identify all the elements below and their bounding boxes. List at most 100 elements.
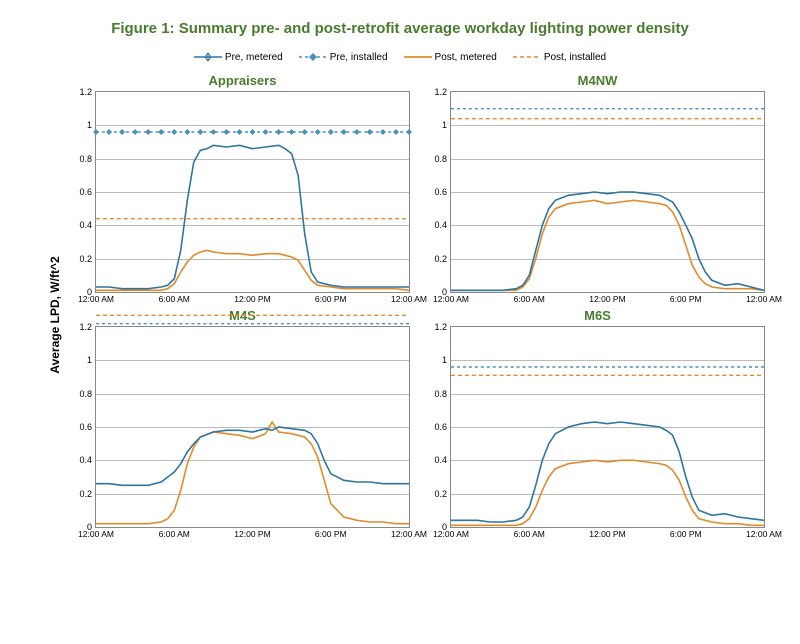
y-tick-label: 1 — [87, 355, 92, 365]
legend-label: Pre, metered — [225, 52, 283, 63]
x-tick-label: 12:00 AM — [78, 529, 114, 539]
pre-installed-marker — [197, 129, 203, 135]
y-ticks: 00.20.40.60.811.2 — [66, 327, 94, 527]
post-metered-line — [96, 422, 409, 524]
y-tick-label: 0.4 — [79, 220, 92, 230]
x-tick-label: 6:00 AM — [514, 294, 545, 304]
pre-installed-marker — [210, 129, 216, 135]
post-metered-line — [96, 250, 409, 290]
pre-metered-line — [451, 192, 764, 290]
pre-installed-marker — [184, 129, 190, 135]
pre-installed-marker — [119, 129, 125, 135]
pre-installed-marker — [380, 129, 386, 135]
x-ticks: 12:00 AM6:00 AM12:00 PM6:00 PM12:00 AM — [451, 529, 764, 541]
legend-swatch — [299, 52, 327, 62]
x-tick-label: 6:00 AM — [159, 294, 190, 304]
pre-installed-marker — [276, 129, 282, 135]
y-ticks: 00.20.40.60.811.2 — [421, 327, 449, 527]
x-ticks: 12:00 AM6:00 AM12:00 PM6:00 PM12:00 AM — [96, 294, 409, 306]
chart-panel: Appraisers 00.20.40.60.811.212:00 AM6:00 … — [65, 73, 420, 293]
plot-area: 00.20.40.60.811.212:00 AM6:00 AM12:00 PM… — [450, 91, 765, 293]
y-tick-label: 1.2 — [434, 87, 447, 97]
y-tick-label: 1 — [442, 355, 447, 365]
y-ticks: 00.20.40.60.811.2 — [421, 92, 449, 292]
post-metered-line — [451, 200, 764, 290]
y-tick-label: 0.2 — [434, 489, 447, 499]
y-tick-label: 1 — [442, 120, 447, 130]
y-tick-label: 0.8 — [79, 154, 92, 164]
x-tick-label: 12:00 PM — [234, 294, 270, 304]
chart-panel: M4NW 00.20.40.60.811.212:00 AM6:00 AM12:0… — [420, 73, 775, 293]
x-tick-label: 12:00 AM — [391, 294, 427, 304]
y-tick-label: 1.2 — [434, 322, 447, 332]
plot-svg — [96, 92, 409, 292]
pre-installed-marker — [302, 129, 308, 135]
y-tick-label: 1.2 — [79, 322, 92, 332]
x-tick-label: 12:00 AM — [746, 294, 782, 304]
y-tick-label: 0.8 — [79, 389, 92, 399]
y-tick-label: 0.4 — [79, 455, 92, 465]
pre-metered-line — [451, 422, 764, 522]
pre-installed-marker — [289, 129, 295, 135]
x-tick-label: 12:00 PM — [589, 294, 625, 304]
legend-label: Post, installed — [544, 52, 606, 63]
chart-panel: M4S00.20.40.60.811.212:00 AM6:00 AM12:00… — [65, 308, 420, 528]
x-tick-label: 6:00 AM — [514, 529, 545, 539]
plot-svg — [451, 92, 764, 292]
y-ticks: 00.20.40.60.811.2 — [66, 92, 94, 292]
pre-installed-marker — [328, 129, 334, 135]
pre-installed-marker — [250, 129, 256, 135]
pre-installed-marker — [158, 129, 164, 135]
plot-area: 00.20.40.60.811.212:00 AM6:00 AM12:00 PM… — [95, 326, 410, 528]
y-tick-label: 0.6 — [79, 422, 92, 432]
plot-svg — [96, 327, 409, 527]
legend-item: Post, installed — [513, 52, 606, 63]
pre-metered-line — [96, 145, 409, 288]
x-tick-label: 12:00 PM — [589, 529, 625, 539]
y-tick-label: 0.8 — [434, 154, 447, 164]
panel-title: Appraisers — [65, 73, 420, 88]
y-tick-label: 0.2 — [79, 254, 92, 264]
pre-installed-marker — [367, 129, 373, 135]
y-tick-label: 1 — [87, 120, 92, 130]
plot-area: 00.20.40.60.811.212:00 AM6:00 AM12:00 PM… — [450, 326, 765, 528]
legend-item: Pre, metered — [194, 52, 283, 63]
legend-swatch — [513, 52, 541, 62]
chart-grid: Average LPD, W/ft^2 Appraisers00.20.40.6… — [65, 73, 775, 543]
pre-installed-marker — [236, 129, 242, 135]
legend-swatch — [404, 52, 432, 62]
pre-installed-marker — [341, 129, 347, 135]
legend-swatch — [194, 52, 222, 62]
plot-area: 00.20.40.60.811.212:00 AM6:00 AM12:00 PM… — [95, 91, 410, 293]
x-tick-label: 6:00 PM — [670, 294, 702, 304]
x-ticks: 12:00 AM6:00 AM12:00 PM6:00 PM12:00 AM — [451, 294, 764, 306]
legend-label: Post, metered — [435, 52, 497, 63]
y-tick-label: 0.6 — [79, 187, 92, 197]
x-tick-label: 6:00 PM — [315, 294, 347, 304]
y-axis-label: Average LPD, W/ft^2 — [48, 257, 62, 374]
plot-svg — [451, 327, 764, 527]
legend-label: Pre, installed — [330, 52, 388, 63]
x-tick-label: 12:00 AM — [391, 529, 427, 539]
legend-item: Post, metered — [404, 52, 497, 63]
y-tick-label: 0.8 — [434, 389, 447, 399]
x-tick-label: 12:00 AM — [746, 529, 782, 539]
pre-installed-marker — [354, 129, 360, 135]
pre-metered-line — [96, 427, 409, 485]
pre-installed-marker — [406, 129, 412, 135]
x-tick-label: 12:00 PM — [234, 529, 270, 539]
x-tick-label: 6:00 PM — [315, 529, 347, 539]
y-tick-label: 0.4 — [434, 455, 447, 465]
pre-installed-marker — [223, 129, 229, 135]
pre-installed-marker — [263, 129, 269, 135]
pre-installed-marker — [315, 129, 321, 135]
x-tick-label: 6:00 AM — [159, 529, 190, 539]
panel-title: M4NW — [420, 73, 775, 88]
pre-installed-marker — [106, 129, 112, 135]
legend: Pre, metered Pre, installed Post, metered P… — [20, 52, 780, 63]
y-tick-label: 0.2 — [434, 254, 447, 264]
pre-installed-marker — [171, 129, 177, 135]
figure-title: Figure 1: Summary pre- and post-retrofit… — [20, 20, 780, 37]
legend-item: Pre, installed — [299, 52, 388, 63]
y-tick-label: 0.6 — [434, 422, 447, 432]
